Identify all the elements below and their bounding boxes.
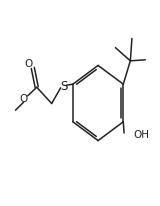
Text: OH: OH <box>133 130 149 140</box>
Text: O: O <box>24 59 32 69</box>
Text: O: O <box>20 94 28 104</box>
Text: S: S <box>60 80 67 93</box>
